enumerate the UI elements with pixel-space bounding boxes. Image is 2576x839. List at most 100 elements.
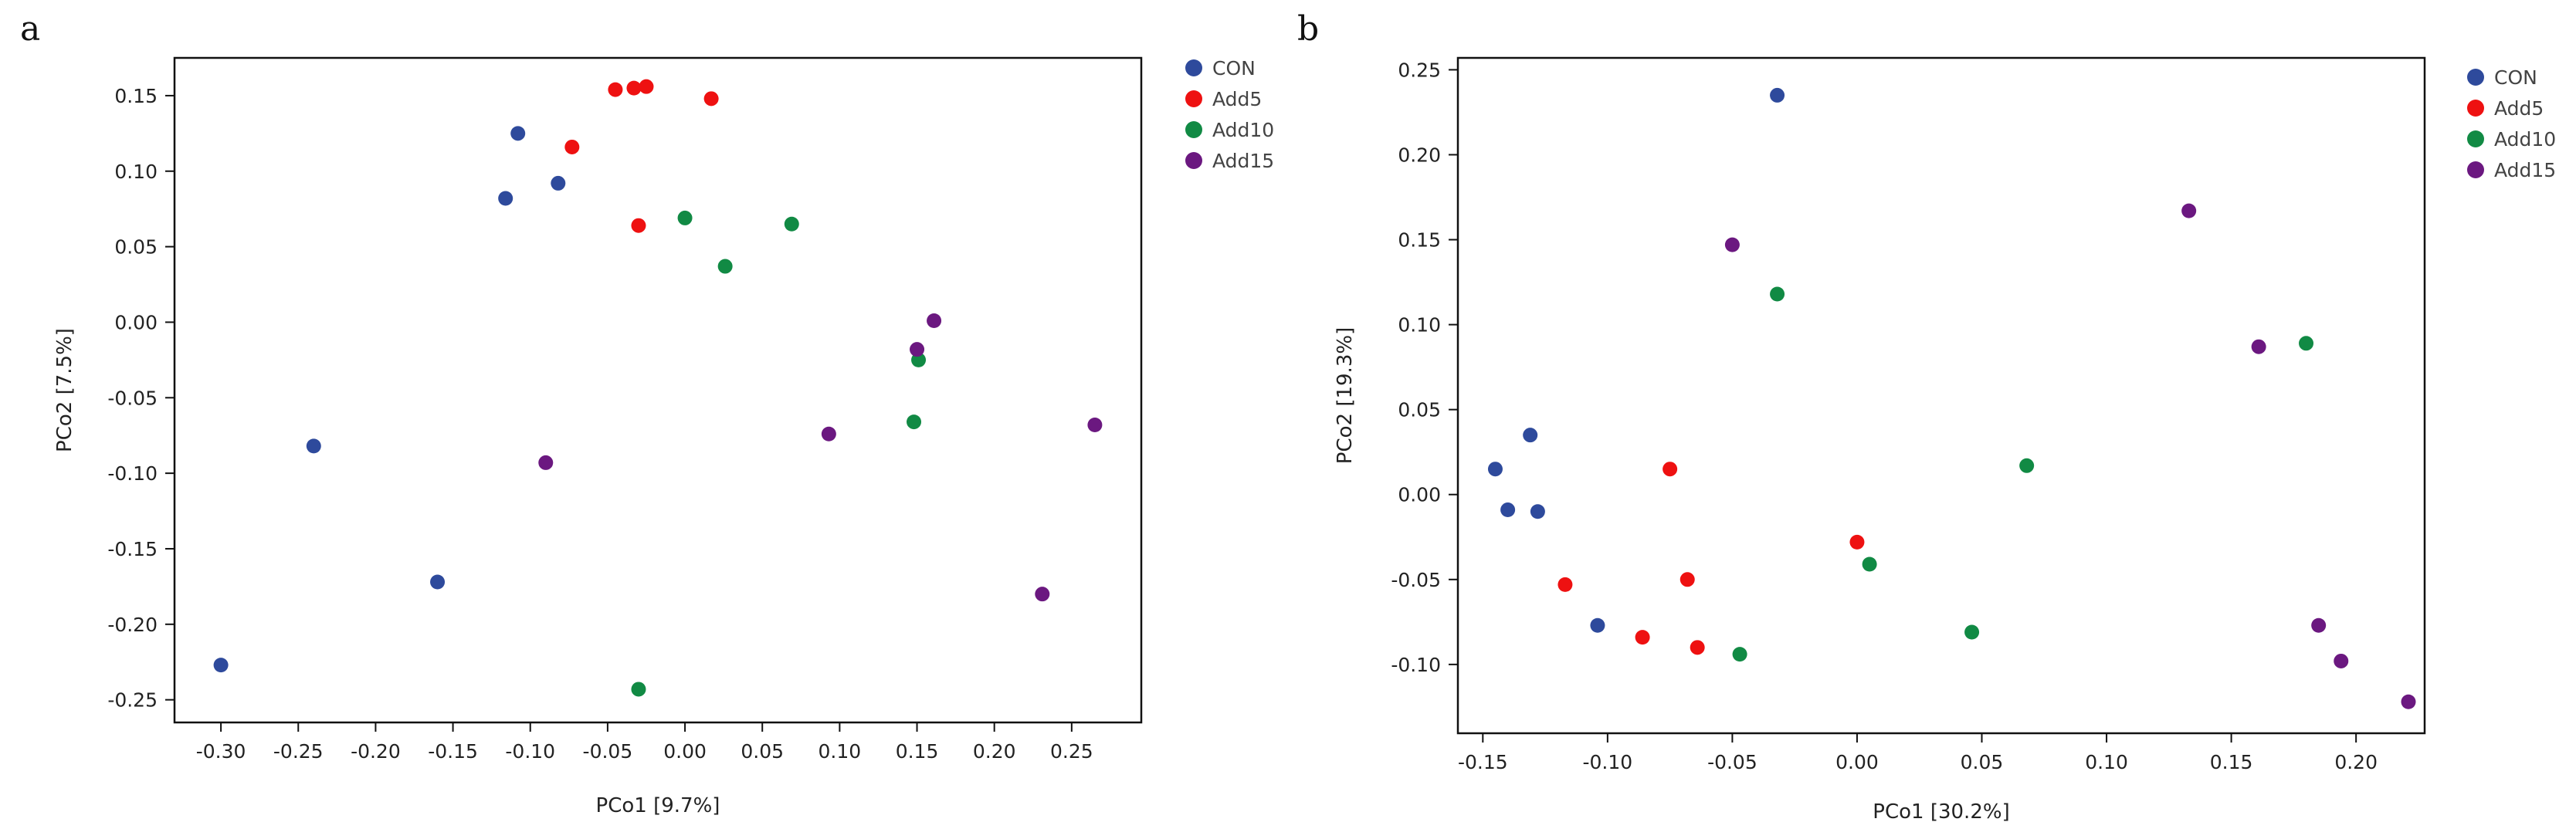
chart0-point-add15 (538, 455, 554, 470)
chart1-y-tick-label: 0.15 (1398, 229, 1441, 252)
chart1-legend-marker-add5 (2467, 100, 2484, 117)
chart1-y-tick-label: 0.20 (1398, 144, 1441, 166)
chart0-y-axis-label: PCo2 [7.5%] (53, 328, 76, 452)
chart0-y-tick-label: -0.15 (107, 538, 158, 560)
chart1-x-tick-label: 0.05 (1961, 751, 2004, 773)
chart1-point-add10 (2299, 336, 2314, 351)
chart0-legend-label-con: CON (1212, 57, 1256, 80)
chart0-x-tick-label: 0.20 (973, 740, 1016, 763)
chart0-x-tick-label: 0.10 (819, 740, 862, 763)
panel-label-a: a (20, 9, 41, 49)
chart1-point-add10 (1732, 647, 1747, 662)
chart0-legend-marker-add10 (1185, 121, 1202, 138)
chart1-x-tick-label: 0.10 (2085, 751, 2128, 773)
chart0-x-tick-label: -0.05 (583, 740, 633, 763)
chart1-point-add5 (1663, 462, 1678, 477)
chart1-point-add5 (1849, 534, 1865, 550)
chart0-x-tick-label: 0.25 (1050, 740, 1093, 763)
chart1-legend-marker-add15 (2467, 161, 2484, 178)
chart1-point-con (1770, 87, 1785, 103)
chart0-point-con (430, 574, 446, 590)
chart1-point-add10 (2019, 458, 2035, 473)
chart1-point-con (1530, 504, 1545, 519)
chart0-point-add15 (1087, 418, 1103, 433)
chart0-y-tick-label: -0.10 (107, 462, 158, 485)
chart0-y-tick-label: 0.15 (114, 85, 158, 107)
chart1-point-con (1487, 462, 1503, 477)
chart1-y-tick-label: 0.05 (1398, 399, 1441, 421)
chart1-y-tick-label: 0.10 (1398, 314, 1441, 337)
chart0-x-tick-label: 0.00 (663, 740, 707, 763)
chart0-point-add10 (717, 259, 733, 274)
chart1-y-tick-label: -0.10 (1391, 654, 1441, 676)
chart1-y-axis-label: PCo2 [19.3%] (1334, 327, 1357, 464)
chart0-point-add15 (910, 342, 925, 357)
chart1-point-add10 (1770, 286, 1785, 302)
chart0-legend-label-add10: Add10 (1212, 119, 1274, 141)
panel-label-b: b (1297, 9, 1320, 49)
chart0-point-con (510, 126, 526, 141)
chart0-y-tick-label: 0.10 (114, 161, 158, 183)
chart1-point-add5 (1557, 577, 1573, 592)
chart1-point-add5 (1690, 640, 1705, 655)
chart0-point-add5 (639, 79, 654, 94)
chart0-legend-label-add15: Add15 (1212, 150, 1274, 172)
chart0-x-axis-label: PCo1 [9.7%] (596, 794, 720, 817)
chart1-legend-marker-con (2467, 69, 2484, 86)
chart0-point-add5 (703, 91, 719, 107)
chart0-y-tick-label: -0.25 (107, 689, 158, 712)
chart0-y-tick-label: 0.05 (114, 236, 158, 259)
chart0-legend-label-add5: Add5 (1212, 88, 1262, 110)
chart0-point-add10 (631, 682, 646, 697)
chart1-x-tick-label: -0.15 (1458, 751, 1508, 773)
chart1-y-tick-label: -0.05 (1391, 569, 1441, 591)
chart1: -0.15 -0.10 -0.05 0.00 0.05 0.10 0.15 0.20 0.25 0… (1334, 56, 2556, 824)
chart0-x-tick-label: -0.10 (505, 740, 555, 763)
chart1-legend-label-con: CON (2494, 66, 2537, 89)
chart0-x-tick-label: -0.15 (428, 740, 478, 763)
chart0-y-tick-label: -0.20 (107, 614, 158, 636)
chart0-plot-frame (173, 56, 1143, 724)
chart1-point-con (1523, 428, 1538, 443)
chart1-point-add15 (1724, 237, 1740, 252)
chart0-point-add5 (631, 218, 646, 233)
chart0-x-tick-label: -0.25 (273, 740, 324, 763)
chart0: -0.30 -0.25 -0.20 -0.15 -0.10 -0.05 0.00 0.05 0.… (53, 56, 1274, 817)
chart1-point-add10 (1964, 624, 1980, 640)
chart1-x-tick-label: -0.05 (1707, 751, 1757, 773)
chart1-x-tick-label: -0.10 (1583, 751, 1633, 773)
chart1-point-con (1590, 617, 1605, 633)
chart0-x-tick-label: 0.05 (741, 740, 784, 763)
chart1-x-tick-label: 0.15 (2210, 751, 2253, 773)
chart0-point-con (551, 175, 566, 191)
chart1-point-add5 (1679, 572, 1695, 587)
chart0-x-tick-label: -0.20 (351, 740, 401, 763)
chart0-x-tick-label: 0.15 (896, 740, 939, 763)
chart0-point-add5 (626, 80, 642, 96)
chart1-x-tick-label: 0.20 (2334, 751, 2378, 773)
chart0-x-tick-label: -0.30 (196, 740, 246, 763)
chart1-legend-label-add15: Add15 (2494, 159, 2556, 181)
chart0-point-add5 (564, 139, 580, 154)
chart0-legend-marker-add15 (1185, 152, 1202, 169)
chart1-legend-label-add5: Add5 (2494, 97, 2544, 120)
chart1-point-add10 (1862, 557, 1877, 572)
chart1-x-tick-label: 0.00 (1835, 751, 1879, 773)
chart0-point-add5 (608, 82, 623, 97)
chart1-legend-label-add10: Add10 (2494, 128, 2556, 151)
chart1-x-axis-label: PCo1 [30.2%] (1873, 800, 2009, 824)
chart1-point-add15 (2251, 339, 2266, 354)
chart0-point-add10 (784, 216, 799, 232)
chart1-legend-marker-add10 (2467, 130, 2484, 147)
chart1-point-add15 (2401, 694, 2416, 709)
chart1-point-con (1500, 502, 1516, 518)
chart1-plot-frame (1456, 56, 2426, 735)
chart0-point-con (306, 438, 321, 454)
chart0-point-add10 (677, 210, 693, 225)
chart1-y-tick-label: 0.25 (1398, 59, 1441, 81)
chart1-point-add15 (2334, 653, 2349, 668)
chart1-point-add15 (2181, 203, 2197, 218)
chart0-point-add15 (821, 426, 836, 441)
chart1-point-add5 (1635, 630, 1650, 645)
